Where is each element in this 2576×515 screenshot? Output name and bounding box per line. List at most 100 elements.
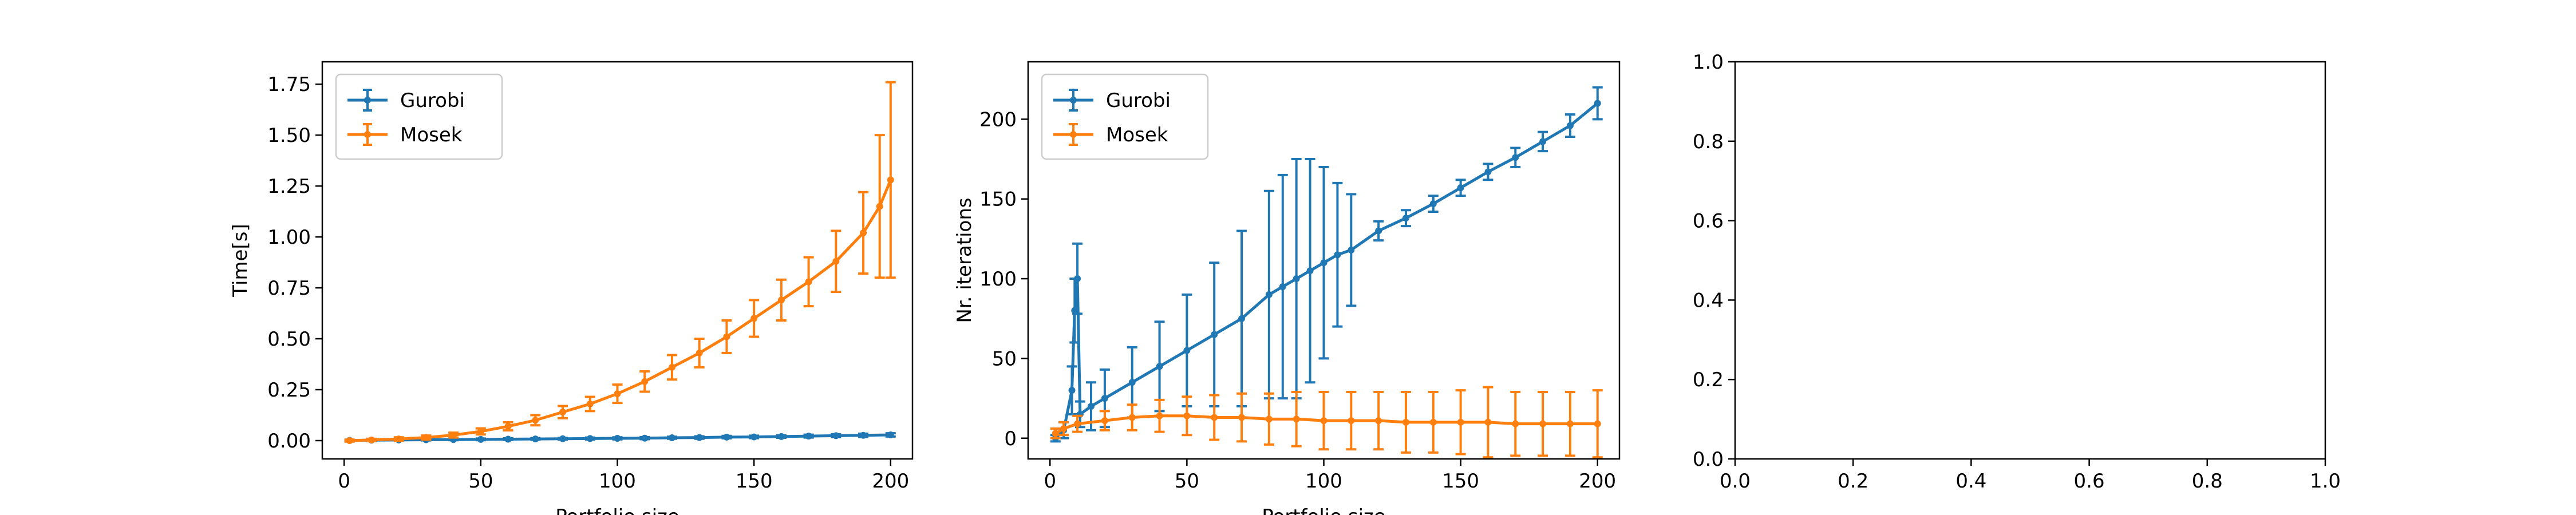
data-point [887, 431, 894, 439]
data-point [477, 435, 484, 443]
data-point [723, 433, 730, 441]
data-point [668, 434, 675, 441]
data-point [1238, 315, 1246, 322]
data-point [1156, 363, 1163, 370]
data-point [586, 400, 594, 407]
data-point [532, 435, 539, 443]
data-point [422, 434, 430, 441]
y-tick-label: 100 [979, 268, 1017, 291]
y-axis-label: Time[s] [229, 224, 252, 297]
data-point [450, 431, 457, 439]
y-tick-label: 0.00 [267, 430, 311, 453]
data-point [860, 431, 867, 439]
y-tick-label: 0 [1004, 427, 1017, 450]
x-tick-label: 0.0 [1720, 470, 1751, 493]
y-tick-label: 200 [979, 108, 1017, 131]
data-point [504, 435, 512, 443]
data-point [1484, 168, 1492, 176]
data-point [1293, 275, 1300, 283]
data-point [1183, 347, 1191, 354]
data-point [346, 437, 353, 444]
x-tick-label: 0 [1044, 470, 1056, 493]
data-point [805, 278, 812, 286]
data-point [1279, 283, 1286, 290]
data-point [1334, 251, 1341, 259]
x-tick-label: 0.4 [1955, 470, 1986, 493]
data-point [1402, 418, 1409, 426]
data-point [559, 435, 567, 442]
y-axis-label: Nr. iterations [953, 197, 976, 323]
data-point [641, 378, 649, 385]
legend-label-gurobi: Gurobi [1106, 89, 1171, 112]
data-point [1101, 395, 1108, 402]
data-point [1156, 412, 1163, 419]
data-point [1068, 387, 1076, 394]
y-tick-label: 0.25 [267, 379, 311, 402]
data-point [696, 434, 703, 441]
series-gurobi [1050, 86, 1603, 443]
legend: Gurobi Mosek [1041, 73, 1209, 160]
data-point [750, 315, 758, 322]
data-point [1375, 227, 1382, 235]
y-tick-label: 1.0 [1693, 51, 1724, 74]
data-point [1071, 307, 1078, 314]
data-point [1265, 291, 1273, 298]
data-point [368, 436, 375, 443]
legend-box [335, 73, 503, 160]
legend-handle-marker [1070, 131, 1077, 138]
x-tick-label: 150 [736, 470, 773, 493]
y-tick-label: 1.25 [267, 175, 311, 198]
data-point [532, 417, 539, 424]
y-tick-label: 0.0 [1693, 448, 1724, 471]
data-point [559, 409, 567, 416]
data-point [1566, 420, 1574, 427]
plot-area [344, 81, 896, 444]
data-point [1375, 417, 1382, 425]
data-point [614, 390, 621, 398]
data-point [1512, 154, 1519, 161]
data-point [1348, 417, 1355, 425]
y-tick-label: 0.75 [267, 277, 311, 300]
legend-handle-marker [1070, 97, 1077, 104]
y-tick-label: 50 [992, 347, 1017, 370]
data-point [614, 435, 621, 442]
data-point [504, 423, 512, 430]
x-tick-label: 0.2 [1838, 470, 1868, 493]
data-point [1457, 418, 1464, 426]
data-point [1087, 403, 1095, 410]
data-point [1211, 331, 1218, 338]
x-tick-label: 1.0 [2310, 470, 2341, 493]
x-tick-label: 200 [872, 470, 909, 493]
y-tick-label: 1.75 [267, 73, 311, 96]
data-point [1566, 122, 1574, 129]
legend-label-mosek: Mosek [400, 124, 463, 146]
data-point [1429, 418, 1437, 426]
x-tick-label: 50 [1175, 470, 1199, 493]
chart-panel-1: 0 50 100 150 200 0.00 0.25 0.50 0.75 1.00 1.25 1.50… [229, 61, 914, 515]
data-point [1457, 184, 1464, 192]
data-point [805, 433, 812, 440]
legend-label-gurobi: Gurobi [400, 89, 465, 112]
data-point [1293, 415, 1300, 423]
x-tick-label: 50 [468, 470, 493, 493]
data-point [1320, 417, 1327, 425]
data-point [1402, 215, 1409, 222]
data-point [1183, 412, 1191, 419]
data-point [395, 435, 402, 443]
data-point [1512, 420, 1519, 427]
data-point [860, 229, 867, 236]
y-tick-label: 1.50 [267, 124, 311, 147]
data-point [1484, 418, 1492, 426]
x-tick-label: 200 [1579, 470, 1616, 493]
legend-handle-marker [364, 131, 371, 138]
y-tick-label: 1.00 [267, 226, 311, 249]
y-tick-label: 0.4 [1693, 289, 1724, 312]
x-tick-label: 100 [1305, 470, 1342, 493]
data-point [832, 432, 840, 439]
data-point [1539, 420, 1547, 427]
data-point [1074, 420, 1081, 427]
legend-box [1041, 73, 1209, 160]
y-tick-label: 150 [979, 188, 1017, 211]
x-tick-label: 0 [338, 470, 350, 493]
data-point [1265, 415, 1273, 423]
